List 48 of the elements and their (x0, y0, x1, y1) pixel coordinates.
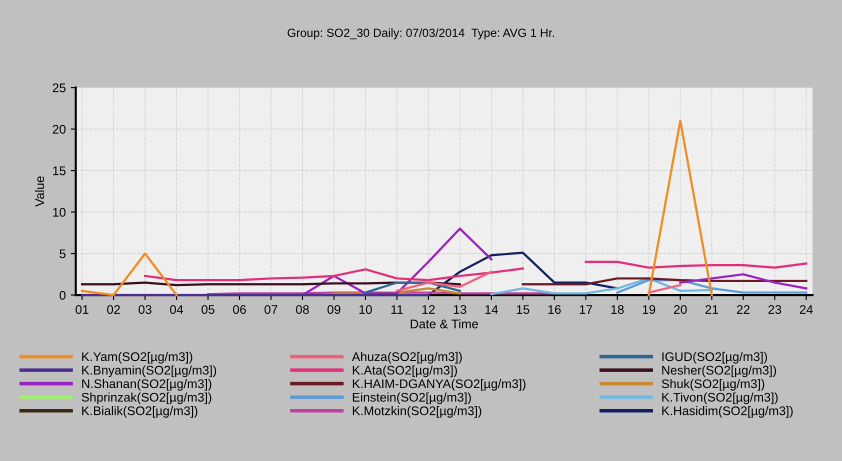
legend-label: Nesher(SO2[µg/m3]) (662, 365, 776, 378)
x-tick-label: 16 (548, 305, 561, 314)
x-tick-label: 21 (705, 305, 718, 314)
x-axis-title: Date & Time (410, 319, 478, 328)
x-tick-label: 04 (170, 305, 184, 314)
legend-label: K.Hasidim(SO2[µg/m3]) (662, 406, 793, 418)
x-tick-label: 14 (485, 305, 498, 314)
legend-label: K.Tivon(SO2[µg/m3]) (662, 392, 778, 404)
y-tick-label: 25 (52, 83, 66, 92)
x-tick-label: 06 (233, 305, 246, 314)
x-tick-label: 24 (800, 305, 813, 314)
x-tick-label: 08 (296, 305, 309, 314)
y-tick-label: 5 (60, 249, 66, 258)
legend-label: K.Bnyamin(SO2[µg/m3]) (82, 365, 216, 378)
x-tick-label: 18 (611, 305, 624, 314)
legend-label: K.Bialik(SO2[µg/m3]) (82, 406, 198, 418)
x-tick-label: 15 (516, 305, 530, 314)
x-tick-label: 05 (202, 305, 214, 314)
x-tick-label: 19 (642, 305, 656, 314)
legend-label: N.Shanan(SO2[µg/m3]) (82, 378, 212, 391)
x-tick-label: 07 (264, 305, 278, 314)
y-tick-label: 10 (53, 208, 66, 217)
x-tick-label: 22 (736, 305, 750, 314)
x-tick-label: 17 (580, 305, 592, 314)
y-tick-label: 15 (53, 166, 66, 176)
x-tick-label: 23 (768, 305, 782, 314)
x-tick-label: 03 (138, 305, 152, 314)
x-tick-label: 13 (454, 305, 466, 314)
y-axis-title: Value (34, 176, 44, 207)
legend-label: Einstein(SO2[µg/m3]) (352, 392, 471, 404)
legend-label: Shprinzak(SO2[µg/m3]) (82, 392, 212, 404)
x-tick-label: 02 (107, 305, 120, 314)
x-tick-label: 11 (391, 305, 403, 314)
legend-label: K.Motzkin(SO2[µg/m3]) (352, 406, 482, 418)
legend-label: K.Yam(SO2[µg/m3]) (82, 352, 192, 364)
x-tick-label: 10 (359, 305, 372, 314)
y-tick-label: 20 (52, 124, 66, 134)
legend-label: Ahuza(SO2[µg/m3]) (352, 352, 462, 364)
legend-label: Shuk(SO2[µg/m3]) (662, 378, 764, 391)
x-tick-label: 12 (422, 305, 435, 314)
y-tick-label: 0 (60, 290, 66, 300)
legend-label: K.Ata(SO2[µg/m3]) (352, 365, 457, 378)
legend-label: IGUD(SO2[µg/m3]) (662, 352, 767, 364)
x-tick-label: 20 (674, 305, 687, 314)
legend-label: K.HAIM-DGANYA(SO2[µg/m3]) (352, 378, 526, 391)
x-tick-label: 01 (76, 305, 88, 314)
chart-title: Group: SO2_30 Daily: 07/03/2014 Type: AVG 1 Hr. (288, 28, 554, 40)
x-tick-label: 09 (327, 305, 340, 314)
